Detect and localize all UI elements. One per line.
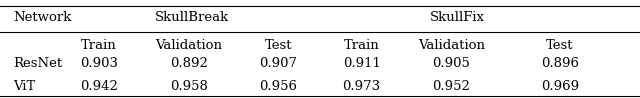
Text: 0.969: 0.969: [541, 80, 579, 93]
Text: 0.905: 0.905: [432, 57, 470, 70]
Text: 0.942: 0.942: [80, 80, 118, 93]
Text: SkullBreak: SkullBreak: [155, 11, 229, 24]
Text: ViT: ViT: [13, 80, 35, 93]
Text: 0.896: 0.896: [541, 57, 579, 70]
Text: 0.958: 0.958: [170, 80, 208, 93]
Text: 0.903: 0.903: [80, 57, 118, 70]
Text: 0.956: 0.956: [259, 80, 298, 93]
Text: SkullFix: SkullFix: [430, 11, 485, 24]
Text: Test: Test: [547, 39, 573, 52]
Text: 0.892: 0.892: [170, 57, 208, 70]
Text: ResNet: ResNet: [13, 57, 62, 70]
Text: Validation: Validation: [156, 39, 222, 52]
Text: 0.907: 0.907: [259, 57, 298, 70]
Text: 0.973: 0.973: [342, 80, 381, 93]
Text: Train: Train: [344, 39, 380, 52]
Text: 0.952: 0.952: [432, 80, 470, 93]
Text: Train: Train: [81, 39, 117, 52]
Text: Test: Test: [265, 39, 292, 52]
Text: 0.911: 0.911: [342, 57, 381, 70]
Text: Validation: Validation: [418, 39, 484, 52]
Text: Network: Network: [13, 11, 71, 24]
